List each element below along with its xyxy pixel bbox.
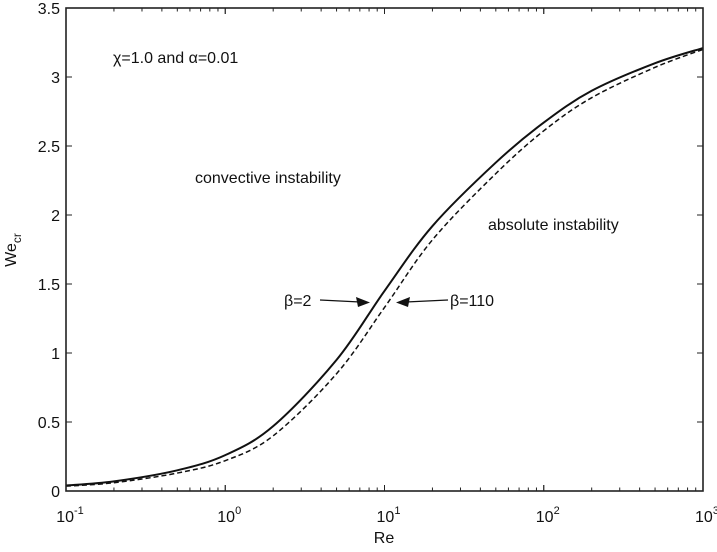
beta2-label: β=2: [284, 293, 312, 310]
series-group: [65, 47, 704, 487]
x-tick-label: 103: [695, 505, 717, 526]
x-axis-label: Re: [374, 530, 395, 547]
params-annotation: χ=1.0 and α=0.01: [113, 50, 238, 67]
x-tick-label: 101: [377, 505, 401, 526]
series-line-beta110: [65, 48, 704, 487]
y-tick-label: 2.5: [38, 139, 60, 156]
y-tick-label: 1: [51, 346, 60, 363]
x-tick-label: 100: [217, 505, 241, 526]
x-tick-labels: 10-1 100 101 102 103: [56, 505, 717, 526]
y-tick-label: 3.5: [38, 1, 60, 18]
y-axis-label: Wecr: [3, 233, 24, 267]
y-tick-label: 3: [51, 70, 60, 87]
series-line-beta2: [65, 47, 704, 487]
beta110-label: β=110: [450, 293, 494, 310]
axis-ticks: [65, 7, 704, 492]
y-tick-labels: 0 0.5 1 1.5 2 2.5 3 3.5: [38, 1, 60, 501]
y-tick-label: 1.5: [38, 277, 60, 294]
x-tick-label: 10-1: [56, 505, 84, 526]
beta2-arrow: [319, 297, 370, 307]
absolute-region-label: absolute instability: [488, 217, 619, 234]
x-tick-label: 102: [536, 505, 560, 526]
y-tick-label: 2: [51, 208, 60, 225]
convective-region-label: convective instability: [195, 170, 341, 187]
plot-frame: [65, 7, 704, 492]
y-tick-label: 0: [51, 484, 60, 501]
y-tick-label: 0.5: [38, 415, 60, 432]
beta110-arrow: [396, 297, 449, 307]
